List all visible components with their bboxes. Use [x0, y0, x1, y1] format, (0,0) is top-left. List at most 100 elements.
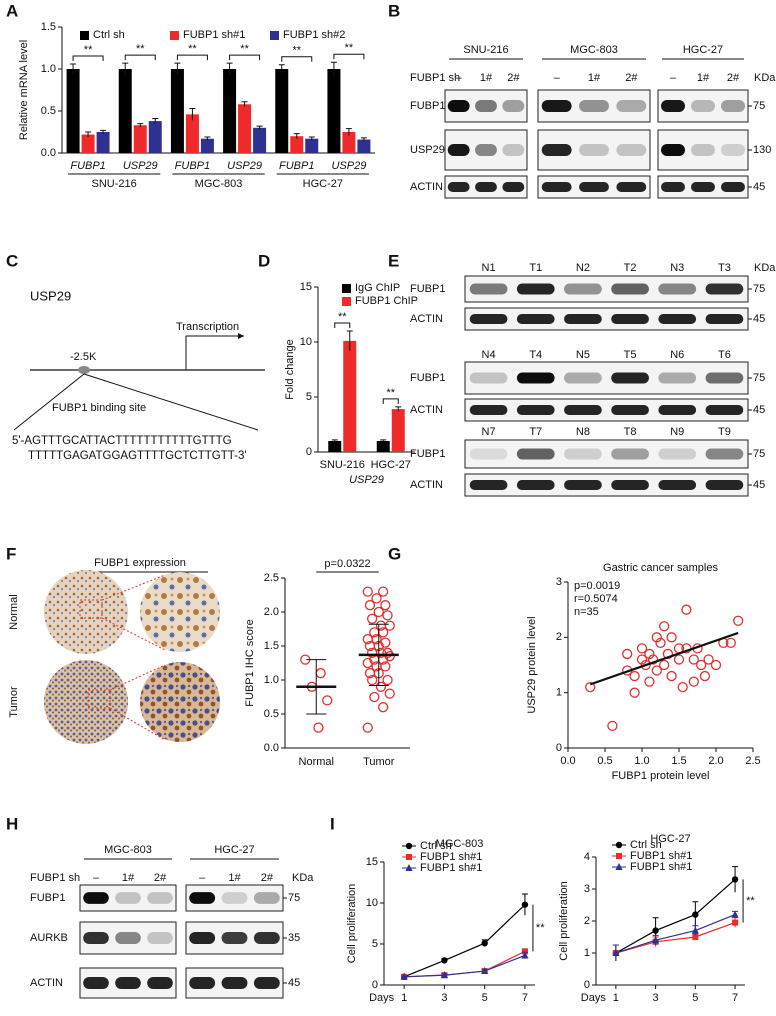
panel-label: I	[330, 814, 335, 833]
bar	[81, 134, 95, 153]
protein-label: USP29	[410, 144, 445, 156]
x-tick-label: USP29	[123, 160, 158, 172]
band	[721, 182, 745, 192]
cell-line: SNU-216	[463, 44, 508, 56]
chart-title: MGC-803	[436, 838, 484, 850]
band	[502, 144, 525, 156]
x-axis-label: USP29	[349, 474, 384, 486]
significance-bracket	[176, 54, 208, 61]
point	[629, 670, 640, 682]
x-tick-label: 1.5	[671, 755, 686, 767]
legend-label: FUBP1 sh#1	[183, 29, 245, 41]
panel-label: G	[388, 544, 401, 563]
row-label: FUBP1 sh	[30, 872, 80, 884]
group-label: MGC-803	[195, 178, 243, 190]
lane-label: 1#	[697, 72, 710, 84]
x-tick-label: 5	[692, 992, 698, 1004]
x-tick-label: FUBP1	[70, 160, 105, 172]
band	[691, 144, 715, 156]
size-marker: 75	[753, 372, 765, 384]
bar	[357, 139, 371, 153]
error-bar	[241, 101, 248, 107]
point	[373, 606, 384, 618]
significance-bracket	[124, 54, 156, 61]
zoom-line	[83, 373, 259, 431]
legend-swatch	[342, 297, 351, 306]
legend-label: Ctrl sh	[630, 839, 662, 851]
row-label: FUBP1 sh	[410, 72, 460, 84]
band	[661, 182, 685, 192]
x-tick-label: 5	[482, 992, 488, 1004]
panel-label: D	[258, 251, 270, 270]
lane-label: T4	[529, 349, 542, 361]
size-marker: 35	[288, 932, 300, 944]
zoom-line	[109, 707, 166, 741]
lane-label: 1#	[228, 872, 241, 884]
band	[658, 480, 697, 490]
point	[371, 593, 382, 604]
size-marker: 75	[753, 283, 765, 295]
point	[659, 659, 670, 671]
promoter-diagram: USP29 -2.5K Transcription FUBP1 binding …	[12, 288, 265, 462]
point	[322, 695, 333, 706]
bar	[376, 441, 390, 452]
lane-label: T7	[529, 426, 542, 438]
sd-bar	[306, 659, 327, 715]
error-bar	[308, 136, 315, 141]
lane-label: N6	[670, 349, 684, 361]
size-marker: 75	[753, 100, 765, 112]
size-marker: 75	[288, 892, 300, 904]
band	[475, 100, 497, 112]
point	[366, 647, 378, 658]
legend-swatch	[342, 284, 351, 293]
x-tick-label: FUBP1	[279, 160, 314, 172]
significance-bracket	[382, 398, 399, 404]
error-bar	[395, 406, 402, 412]
band	[253, 892, 280, 904]
point	[521, 901, 529, 908]
band	[447, 100, 470, 112]
band	[611, 283, 649, 295]
band	[221, 892, 248, 904]
band	[658, 405, 697, 415]
bar	[328, 441, 342, 452]
point	[636, 654, 648, 665]
point	[699, 670, 711, 682]
band	[579, 182, 609, 192]
significance-bracket	[333, 53, 365, 60]
bar	[305, 138, 319, 153]
panel-label: B	[388, 1, 400, 20]
point	[710, 659, 722, 671]
bar	[133, 125, 147, 153]
point	[692, 911, 699, 918]
size-marker: 45	[753, 404, 765, 416]
point	[607, 720, 618, 732]
legend-label: FUBP1 sh#1	[630, 850, 692, 862]
significance: **	[345, 42, 354, 54]
legend-label: IgG ChIP	[355, 282, 400, 294]
point	[380, 600, 391, 611]
band	[502, 100, 525, 112]
error-bar	[380, 439, 387, 443]
significance: **	[386, 387, 395, 399]
size-marker: 130	[753, 144, 771, 156]
y-tick-label: 1.5	[264, 640, 279, 652]
site-label: FUBP1 binding site	[52, 402, 146, 414]
point	[315, 668, 326, 679]
band	[83, 977, 109, 989]
significance: **	[746, 895, 755, 907]
cell-line: MGC-803	[104, 844, 152, 856]
band	[564, 405, 602, 415]
lane-label: N2	[576, 262, 590, 274]
bar	[96, 132, 110, 153]
y-tick-label: 2.0	[264, 606, 279, 618]
band	[469, 405, 508, 415]
band	[516, 314, 555, 324]
error-bar	[360, 137, 367, 142]
series-line	[615, 914, 736, 954]
panel-label: E	[388, 251, 399, 270]
statistic: n=35	[574, 606, 599, 618]
point	[612, 949, 620, 956]
point	[400, 972, 408, 980]
band	[705, 480, 744, 490]
